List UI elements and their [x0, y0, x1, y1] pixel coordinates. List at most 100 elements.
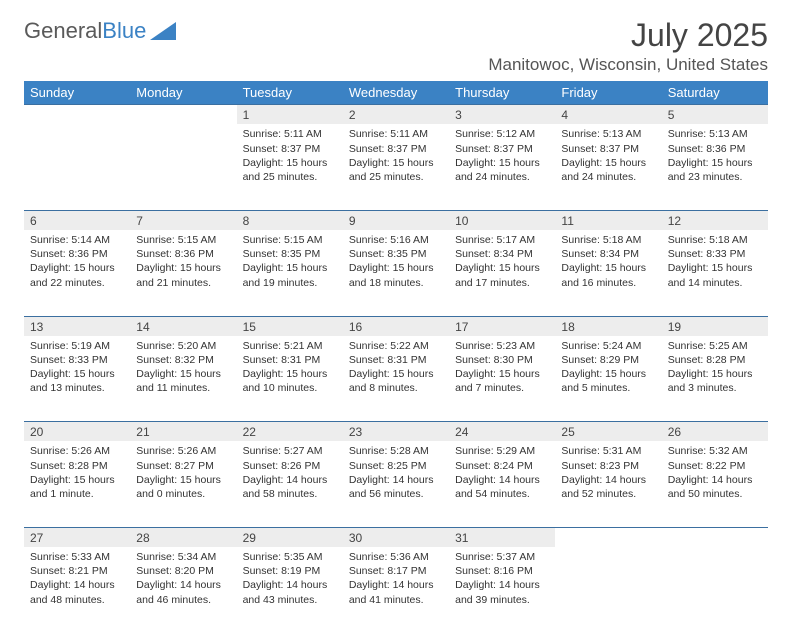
- sunrise-line: Sunrise: 5:27 AM: [243, 444, 337, 458]
- day-number-cell: [662, 527, 768, 547]
- sunrise-line: Sunrise: 5:33 AM: [30, 550, 124, 564]
- daylight-line: Daylight: 14 hours and 43 minutes.: [243, 578, 337, 606]
- daylight-line: Daylight: 15 hours and 24 minutes.: [561, 156, 655, 184]
- day-content-cell: Sunrise: 5:32 AMSunset: 8:22 PMDaylight:…: [662, 441, 768, 527]
- daylight-line: Daylight: 14 hours and 52 minutes.: [561, 473, 655, 501]
- sunset-line: Sunset: 8:26 PM: [243, 459, 337, 473]
- daylight-line: Daylight: 14 hours and 48 minutes.: [30, 578, 124, 606]
- day-number-row: 13141516171819: [24, 316, 768, 336]
- day-content-cell: Sunrise: 5:35 AMSunset: 8:19 PMDaylight:…: [237, 547, 343, 633]
- day-content-cell: Sunrise: 5:20 AMSunset: 8:32 PMDaylight:…: [130, 336, 236, 422]
- day-number-cell: 12: [662, 210, 768, 230]
- sunrise-line: Sunrise: 5:11 AM: [243, 127, 337, 141]
- daylight-line: Daylight: 14 hours and 50 minutes.: [668, 473, 762, 501]
- day-content-cell: Sunrise: 5:28 AMSunset: 8:25 PMDaylight:…: [343, 441, 449, 527]
- day-content-cell: Sunrise: 5:37 AMSunset: 8:16 PMDaylight:…: [449, 547, 555, 633]
- sunset-line: Sunset: 8:20 PM: [136, 564, 230, 578]
- day-content-cell: [662, 547, 768, 633]
- sunrise-line: Sunrise: 5:17 AM: [455, 233, 549, 247]
- day-number-cell: 2: [343, 105, 449, 125]
- sunrise-line: Sunrise: 5:22 AM: [349, 339, 443, 353]
- sunset-line: Sunset: 8:31 PM: [349, 353, 443, 367]
- sunrise-line: Sunrise: 5:15 AM: [136, 233, 230, 247]
- day-number-cell: 11: [555, 210, 661, 230]
- daylight-line: Daylight: 15 hours and 3 minutes.: [668, 367, 762, 395]
- day-content-cell: Sunrise: 5:29 AMSunset: 8:24 PMDaylight:…: [449, 441, 555, 527]
- sunrise-line: Sunrise: 5:36 AM: [349, 550, 443, 564]
- day-content-cell: Sunrise: 5:21 AMSunset: 8:31 PMDaylight:…: [237, 336, 343, 422]
- daylight-line: Daylight: 15 hours and 16 minutes.: [561, 261, 655, 289]
- day-number-cell: 19: [662, 316, 768, 336]
- daylight-line: Daylight: 14 hours and 58 minutes.: [243, 473, 337, 501]
- daylight-line: Daylight: 15 hours and 21 minutes.: [136, 261, 230, 289]
- daylight-line: Daylight: 15 hours and 5 minutes.: [561, 367, 655, 395]
- day-header: Saturday: [662, 81, 768, 105]
- sunrise-line: Sunrise: 5:13 AM: [668, 127, 762, 141]
- day-number-cell: 29: [237, 527, 343, 547]
- day-content-cell: Sunrise: 5:22 AMSunset: 8:31 PMDaylight:…: [343, 336, 449, 422]
- daylight-line: Daylight: 15 hours and 7 minutes.: [455, 367, 549, 395]
- sunrise-line: Sunrise: 5:26 AM: [136, 444, 230, 458]
- day-content-cell: Sunrise: 5:24 AMSunset: 8:29 PMDaylight:…: [555, 336, 661, 422]
- day-content-cell: Sunrise: 5:33 AMSunset: 8:21 PMDaylight:…: [24, 547, 130, 633]
- day-number-cell: 8: [237, 210, 343, 230]
- sunrise-line: Sunrise: 5:20 AM: [136, 339, 230, 353]
- day-header: Thursday: [449, 81, 555, 105]
- day-number-row: 20212223242526: [24, 422, 768, 442]
- day-content-cell: Sunrise: 5:34 AMSunset: 8:20 PMDaylight:…: [130, 547, 236, 633]
- sunset-line: Sunset: 8:37 PM: [243, 142, 337, 156]
- day-content-cell: Sunrise: 5:18 AMSunset: 8:33 PMDaylight:…: [662, 230, 768, 316]
- day-content-cell: Sunrise: 5:13 AMSunset: 8:37 PMDaylight:…: [555, 124, 661, 210]
- day-content-cell: Sunrise: 5:25 AMSunset: 8:28 PMDaylight:…: [662, 336, 768, 422]
- daylight-line: Daylight: 14 hours and 39 minutes.: [455, 578, 549, 606]
- day-number-cell: 24: [449, 422, 555, 442]
- day-number-cell: 9: [343, 210, 449, 230]
- daylight-line: Daylight: 15 hours and 1 minute.: [30, 473, 124, 501]
- day-content-cell: Sunrise: 5:31 AMSunset: 8:23 PMDaylight:…: [555, 441, 661, 527]
- day-content-cell: Sunrise: 5:14 AMSunset: 8:36 PMDaylight:…: [24, 230, 130, 316]
- day-content-cell: Sunrise: 5:26 AMSunset: 8:28 PMDaylight:…: [24, 441, 130, 527]
- day-content-row: Sunrise: 5:33 AMSunset: 8:21 PMDaylight:…: [24, 547, 768, 633]
- day-content-cell: Sunrise: 5:13 AMSunset: 8:36 PMDaylight:…: [662, 124, 768, 210]
- sunset-line: Sunset: 8:29 PM: [561, 353, 655, 367]
- daylight-line: Daylight: 14 hours and 54 minutes.: [455, 473, 549, 501]
- day-number-cell: 3: [449, 105, 555, 125]
- sunset-line: Sunset: 8:36 PM: [668, 142, 762, 156]
- daylight-line: Daylight: 14 hours and 46 minutes.: [136, 578, 230, 606]
- day-number-cell: 22: [237, 422, 343, 442]
- sunset-line: Sunset: 8:32 PM: [136, 353, 230, 367]
- day-number-cell: 14: [130, 316, 236, 336]
- daylight-line: Daylight: 15 hours and 13 minutes.: [30, 367, 124, 395]
- sunrise-line: Sunrise: 5:37 AM: [455, 550, 549, 564]
- day-number-row: 12345: [24, 105, 768, 125]
- day-number-cell: 5: [662, 105, 768, 125]
- day-content-cell: [130, 124, 236, 210]
- day-content-row: Sunrise: 5:19 AMSunset: 8:33 PMDaylight:…: [24, 336, 768, 422]
- daylight-line: Daylight: 15 hours and 0 minutes.: [136, 473, 230, 501]
- day-content-cell: Sunrise: 5:16 AMSunset: 8:35 PMDaylight:…: [343, 230, 449, 316]
- sunrise-line: Sunrise: 5:16 AM: [349, 233, 443, 247]
- title-block: July 2025 Manitowoc, Wisconsin, United S…: [488, 18, 768, 75]
- daylight-line: Daylight: 15 hours and 22 minutes.: [30, 261, 124, 289]
- day-header: Tuesday: [237, 81, 343, 105]
- sunset-line: Sunset: 8:30 PM: [455, 353, 549, 367]
- daylight-line: Daylight: 15 hours and 23 minutes.: [668, 156, 762, 184]
- day-number-cell: 13: [24, 316, 130, 336]
- daylight-line: Daylight: 15 hours and 25 minutes.: [243, 156, 337, 184]
- sunrise-line: Sunrise: 5:28 AM: [349, 444, 443, 458]
- day-content-cell: Sunrise: 5:27 AMSunset: 8:26 PMDaylight:…: [237, 441, 343, 527]
- sunrise-line: Sunrise: 5:26 AM: [30, 444, 124, 458]
- day-number-cell: 1: [237, 105, 343, 125]
- day-number-cell: [555, 527, 661, 547]
- sunset-line: Sunset: 8:17 PM: [349, 564, 443, 578]
- day-number-cell: [24, 105, 130, 125]
- sunset-line: Sunset: 8:33 PM: [668, 247, 762, 261]
- day-number-cell: 18: [555, 316, 661, 336]
- day-number-cell: 21: [130, 422, 236, 442]
- day-number-cell: 28: [130, 527, 236, 547]
- day-content-cell: Sunrise: 5:26 AMSunset: 8:27 PMDaylight:…: [130, 441, 236, 527]
- daylight-line: Daylight: 14 hours and 41 minutes.: [349, 578, 443, 606]
- sunrise-line: Sunrise: 5:15 AM: [243, 233, 337, 247]
- day-content-cell: Sunrise: 5:23 AMSunset: 8:30 PMDaylight:…: [449, 336, 555, 422]
- sunrise-line: Sunrise: 5:24 AM: [561, 339, 655, 353]
